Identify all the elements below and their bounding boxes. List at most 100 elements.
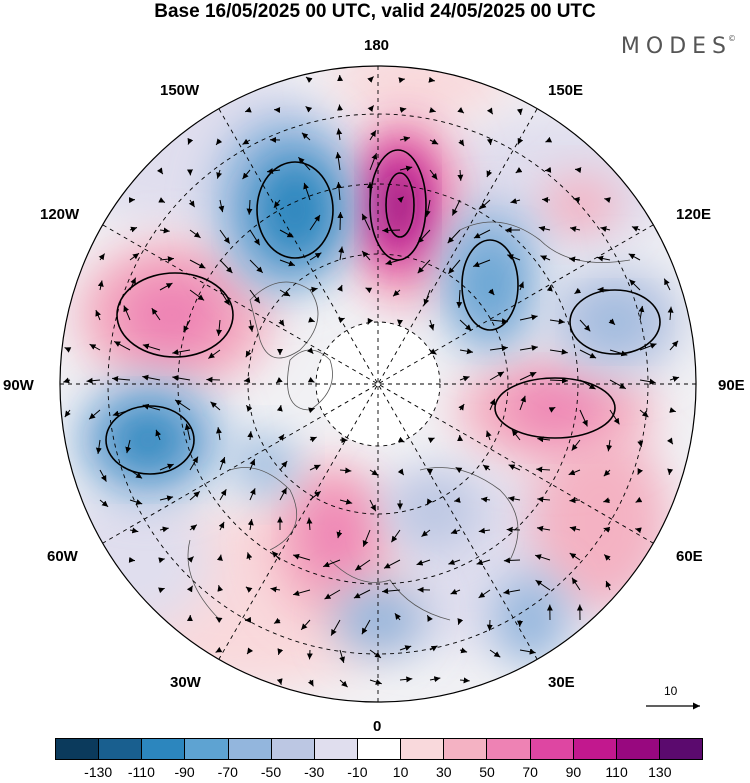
wind-vector	[392, 289, 401, 297]
wind-vector	[548, 406, 556, 413]
wind-vector	[307, 376, 315, 383]
wind-vector	[455, 466, 463, 474]
wind-vector	[538, 225, 551, 232]
wind-vector	[113, 340, 131, 351]
colorbar-tick-label: 70	[522, 764, 538, 780]
wind-vector	[383, 559, 401, 569]
wind-vector	[188, 199, 196, 208]
wind-vector	[219, 489, 227, 501]
wind-vector	[429, 645, 438, 652]
wind-vector	[489, 398, 496, 411]
wind-vector	[306, 649, 313, 660]
wind-vector	[428, 319, 435, 331]
wind-vector	[571, 577, 581, 591]
wind-vector	[249, 259, 264, 274]
wind-vector	[488, 288, 495, 296]
wind-vector	[270, 586, 281, 593]
wind-vector	[183, 319, 191, 333]
wind-vector	[112, 375, 131, 382]
wind-vector	[549, 318, 565, 325]
wind-vector	[292, 553, 311, 561]
wind-vector	[95, 439, 102, 454]
wind-vector	[382, 588, 401, 595]
wind-vector	[184, 423, 191, 441]
wind-vector	[335, 152, 342, 171]
wind-vector	[369, 153, 378, 171]
wind-vector	[579, 379, 596, 390]
wind-vector	[215, 616, 223, 624]
wind-vector	[489, 649, 501, 658]
wind-vector	[458, 403, 465, 411]
wind-vector	[129, 277, 137, 291]
wind-vector	[545, 136, 553, 143]
colorbar-tick-label: -130	[84, 764, 113, 780]
wind-vector	[245, 349, 252, 358]
wind-vector	[429, 107, 436, 113]
wind-vector	[246, 199, 253, 215]
wind-vector	[568, 469, 581, 476]
wind-vector	[397, 196, 404, 203]
wind-vector	[637, 439, 644, 448]
colorbar-tick-label: -10	[347, 764, 368, 780]
wind-vector	[669, 407, 676, 413]
lon-label-right: 90E	[718, 377, 745, 394]
wind-vector	[473, 229, 491, 239]
wind-vector	[426, 498, 433, 506]
wind-vector	[307, 679, 314, 687]
wind-vector	[667, 468, 674, 475]
wind-vector	[454, 497, 461, 503]
contour-lines	[105, 149, 661, 475]
wind-vector	[473, 259, 491, 268]
wind-vector	[536, 466, 551, 473]
wind-vector	[399, 676, 413, 683]
wind-vector	[339, 498, 353, 505]
reference-vector-arrow	[646, 702, 700, 710]
wind-vector	[278, 434, 285, 441]
wind-vector	[276, 678, 283, 685]
wind-vector	[519, 314, 538, 321]
wind-vector	[574, 287, 582, 295]
wind-vector	[159, 495, 174, 502]
wind-vector	[579, 319, 591, 332]
wind-vector	[486, 138, 493, 146]
wind-vector	[89, 343, 101, 351]
wind-vector	[128, 556, 136, 563]
wind-vector	[279, 289, 291, 297]
wind-vector	[276, 405, 283, 412]
wind-vector	[638, 305, 645, 321]
wind-vector	[459, 375, 470, 382]
wind-vector	[129, 527, 139, 534]
wind-vector	[142, 343, 161, 351]
wind-vector	[459, 677, 470, 684]
colorbar-segment	[444, 739, 488, 759]
wind-vector	[335, 182, 342, 201]
wind-vector	[447, 229, 461, 244]
wind-vector	[639, 409, 649, 418]
wind-vector	[394, 612, 401, 621]
colorbar-tick-label: 50	[479, 764, 495, 780]
colorbar-tick-label: 130	[648, 764, 672, 780]
wind-vector	[459, 319, 472, 331]
wind-vector	[426, 614, 433, 622]
wind-vector	[248, 319, 255, 332]
wind-vector	[457, 618, 464, 625]
colorbar-segment	[314, 739, 358, 759]
wind-vector	[385, 259, 401, 266]
wind-vector	[273, 617, 281, 624]
wind-vector	[189, 229, 201, 239]
colorbar-segment	[271, 739, 315, 759]
wind-vector	[669, 340, 679, 351]
wind-vector	[174, 399, 191, 411]
wind-vector	[129, 469, 143, 479]
wind-vector	[158, 587, 165, 594]
wind-vector	[517, 137, 524, 145]
wind-vector	[579, 349, 597, 359]
wind-vector	[489, 345, 508, 352]
wind-vector	[503, 588, 521, 595]
map-border	[59, 65, 697, 703]
wind-vector	[142, 374, 161, 381]
lon-label-top-right: 150E	[548, 82, 584, 99]
wind-vector	[246, 647, 254, 655]
wind-vector	[508, 464, 521, 471]
wind-vector	[306, 517, 313, 531]
